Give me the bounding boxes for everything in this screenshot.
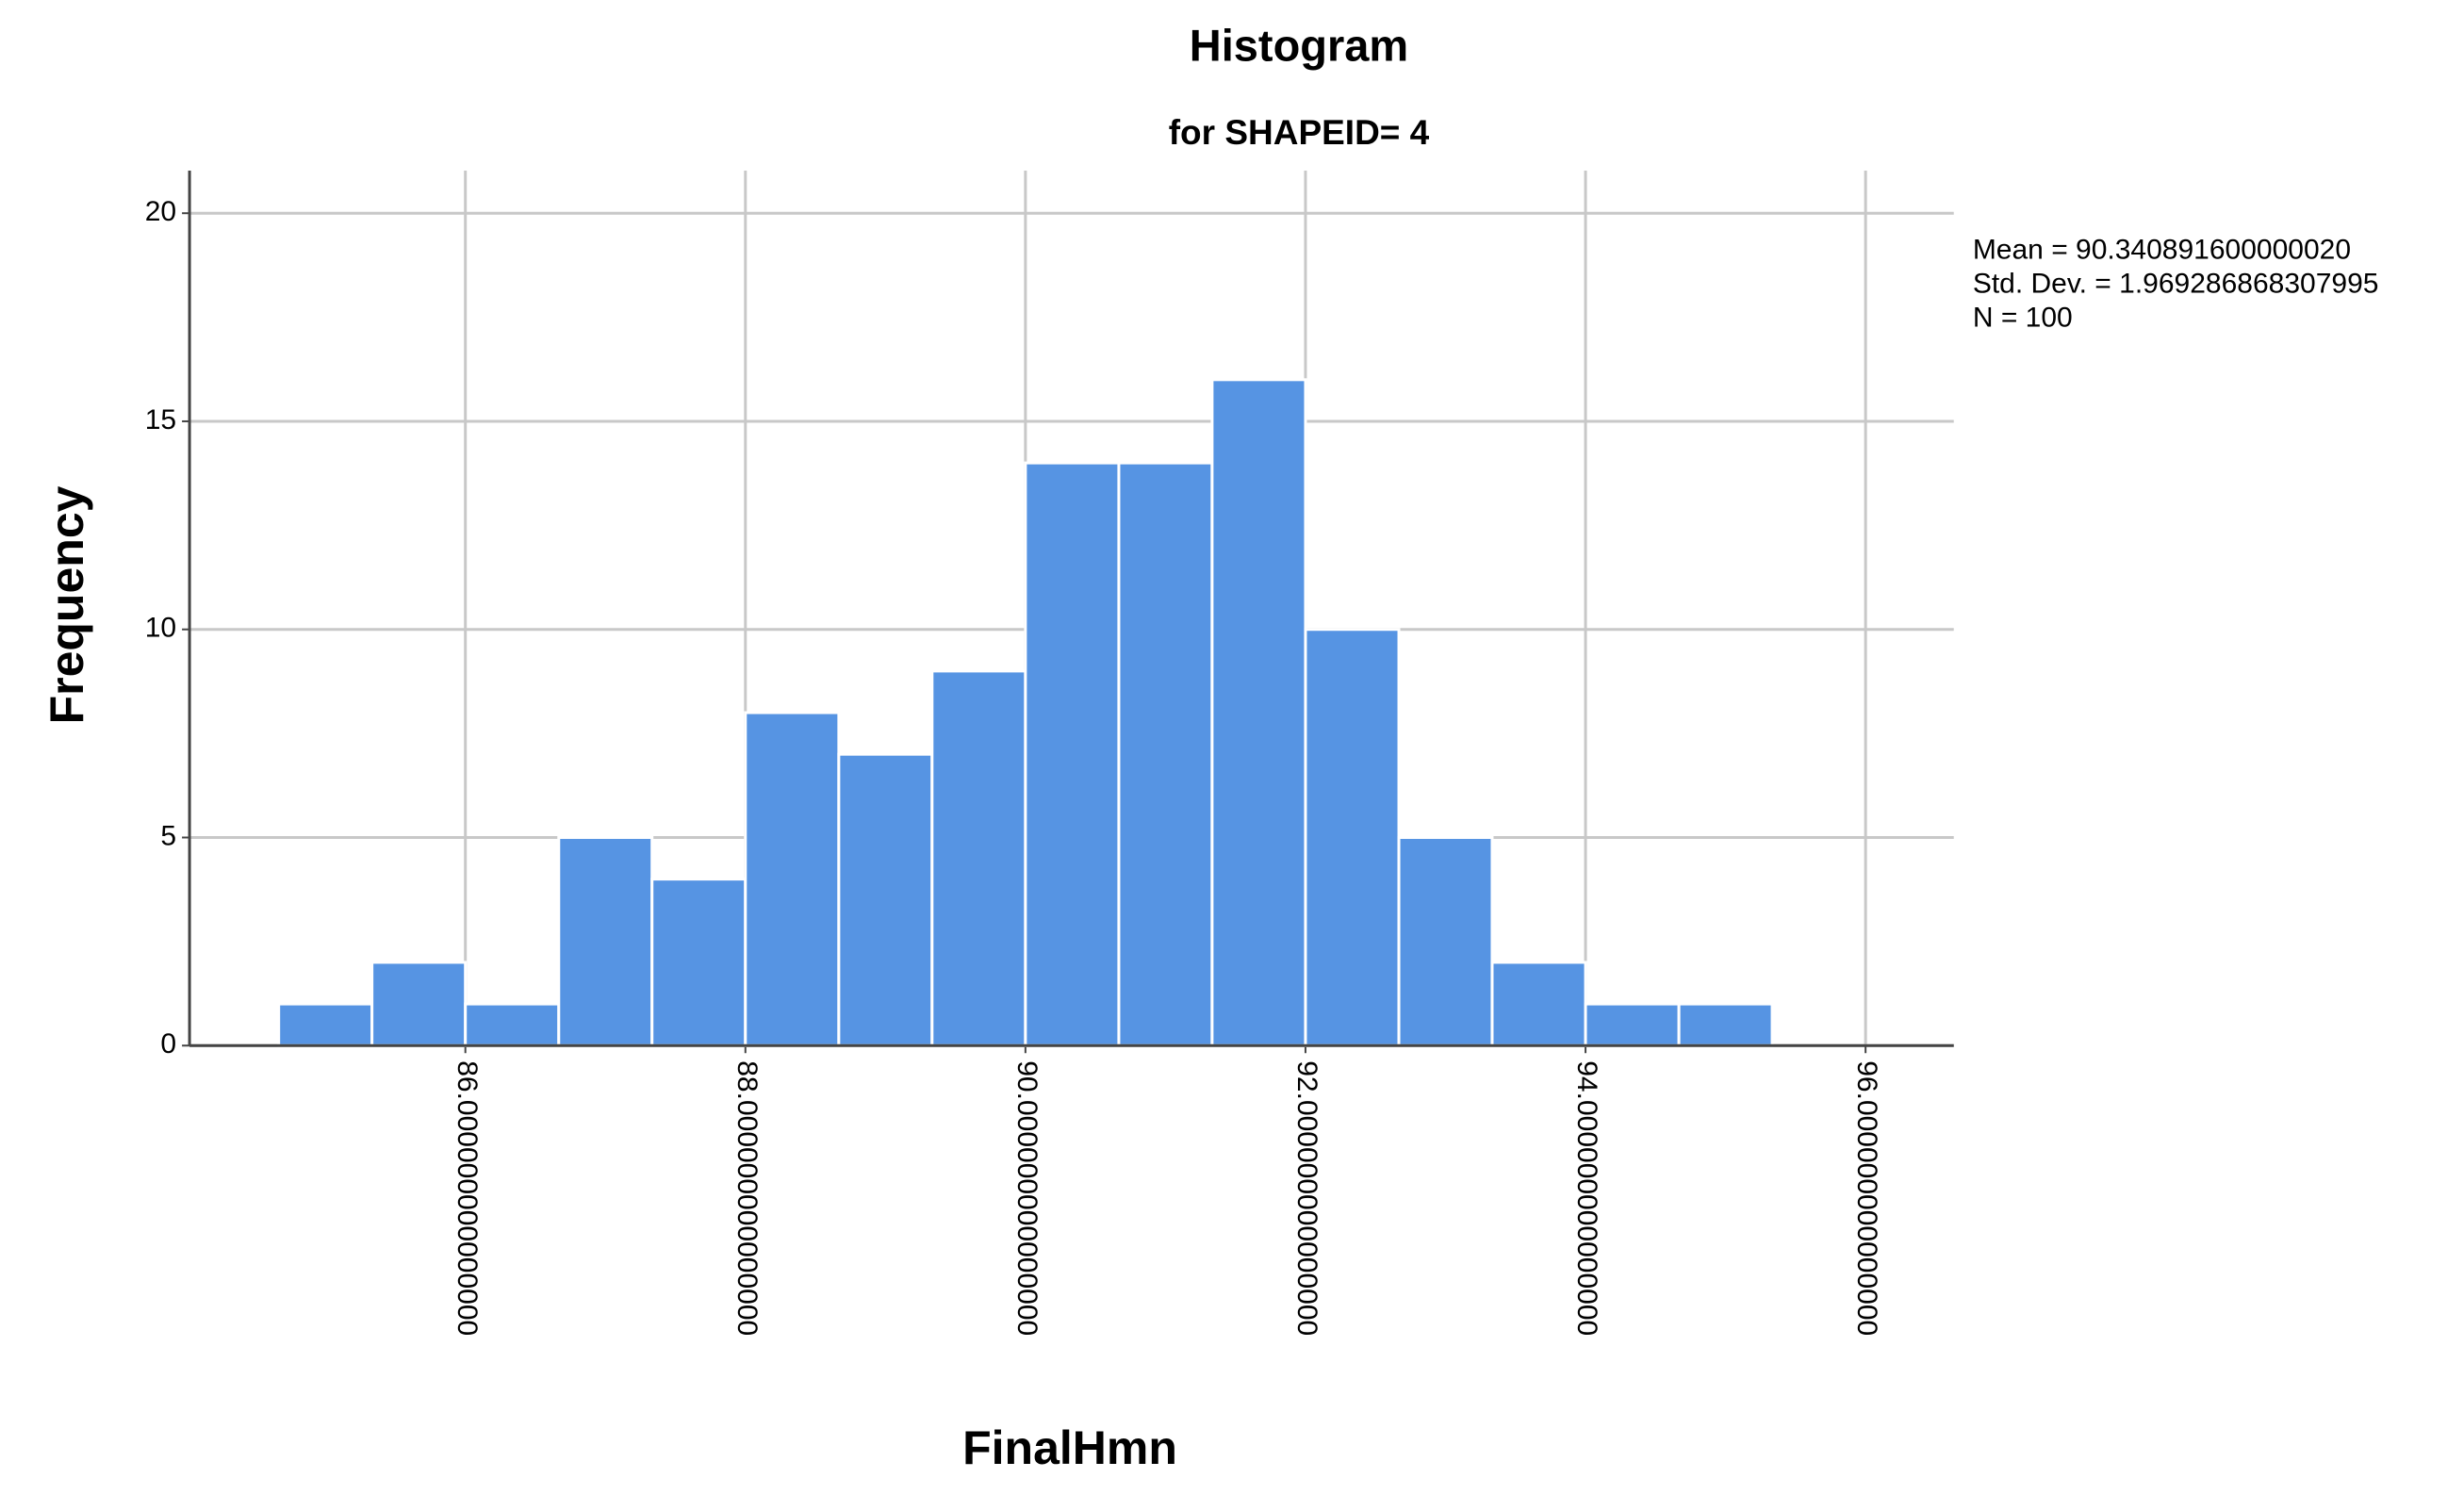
- x-tick-label: 94.000000000000000: [1571, 1060, 1602, 1336]
- bar: [1117, 461, 1214, 1047]
- bar: [650, 878, 747, 1047]
- bar: [370, 961, 468, 1047]
- y-tick-label: 0: [160, 1028, 176, 1059]
- bar: [277, 1002, 374, 1047]
- bar: [464, 1002, 561, 1047]
- x-tick-label: 96.000000000000000: [1851, 1060, 1882, 1336]
- bar: [1677, 1002, 1774, 1047]
- bar: [1024, 461, 1121, 1047]
- bar: [837, 752, 934, 1047]
- bar: [1397, 835, 1494, 1047]
- bar: [930, 669, 1027, 1047]
- x-tick-label: 88.000000000000000: [731, 1060, 763, 1336]
- bar: [744, 711, 841, 1047]
- chart-title: Histogram: [1190, 20, 1408, 70]
- stats-annotation: Mean = 90.340891600000020: [1973, 234, 2351, 265]
- chart-subtitle: for SHAPEID= 4: [1169, 113, 1430, 152]
- bar: [557, 835, 654, 1047]
- y-tick-label: 10: [145, 613, 176, 644]
- x-tick-label: 90.000000000000000: [1011, 1060, 1043, 1336]
- y-tick-label: 5: [160, 820, 176, 851]
- x-tick-label: 92.000000000000000: [1291, 1060, 1322, 1336]
- y-tick-label: 20: [145, 196, 176, 227]
- stats-annotation: N = 100: [1973, 302, 2073, 333]
- bar: [1490, 961, 1587, 1047]
- bar: [1584, 1002, 1681, 1047]
- x-axis-label: FinalHmn: [962, 1421, 1177, 1474]
- x-tick-label: 86.000000000000000: [452, 1060, 483, 1336]
- bar: [1210, 378, 1307, 1047]
- stats-annotation: Std. Dev. = 1.969286868307995: [1973, 268, 2379, 299]
- y-axis-label: Frequency: [41, 485, 93, 724]
- y-tick-label: 15: [145, 404, 176, 435]
- bar: [1304, 628, 1401, 1047]
